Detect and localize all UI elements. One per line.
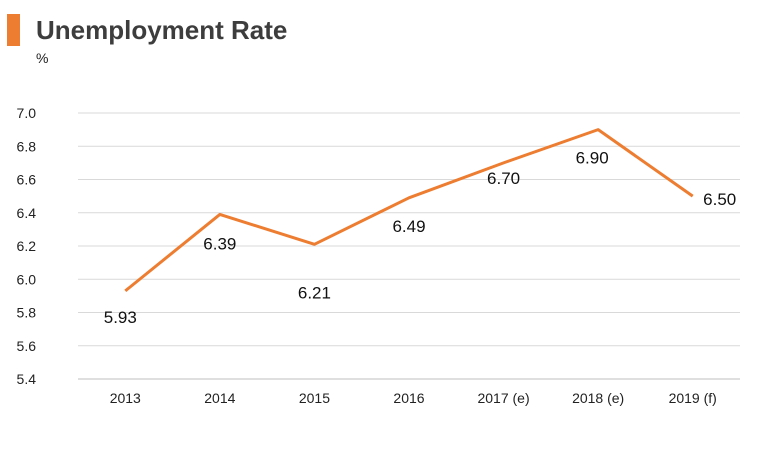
series-lines xyxy=(124,128,694,293)
gridlines xyxy=(78,112,740,347)
x-tick-label: 2016 xyxy=(393,390,424,406)
x-tick-label: 2014 xyxy=(204,390,235,406)
x-tick-label: 2015 xyxy=(299,390,330,406)
x-tick-label: 2013 xyxy=(110,390,141,406)
data-label: 6.21 xyxy=(298,283,331,302)
y-tick-label: 6.4 xyxy=(17,205,37,221)
chart-title: Unemployment Rate xyxy=(36,15,288,45)
y-tick-label: 5.6 xyxy=(17,338,37,354)
x-tick-label: 2019 (f) xyxy=(669,390,717,406)
data-label: 6.39 xyxy=(203,234,236,253)
data-labels: 5.93 6.39 6.21 6.49 6.70 6.90 6.50 xyxy=(104,149,737,327)
unit-label: % xyxy=(36,50,49,66)
x-tick-labels: 2013 2014 2015 2016 2017 (e) 2018 (e) 2019 (f) xyxy=(110,390,717,406)
y-tick-label: 6.6 xyxy=(17,172,37,188)
data-label: 5.93 xyxy=(104,308,137,327)
y-tick-label: 6.0 xyxy=(17,271,37,287)
x-tick-label: 2018 (e) xyxy=(572,390,624,406)
y-tick-label: 7.0 xyxy=(17,105,37,121)
data-label: 6.70 xyxy=(487,169,520,188)
data-label: 6.50 xyxy=(703,190,736,209)
y-tick-label: 5.8 xyxy=(17,305,37,321)
title-accent-bar xyxy=(7,14,20,46)
data-label: 6.90 xyxy=(576,149,609,168)
y-tick-labels: 5.4 5.6 5.8 6.0 6.2 6.4 6.6 6.8 7.0 xyxy=(17,105,37,387)
y-tick-label: 5.4 xyxy=(17,371,37,387)
y-tick-label: 6.8 xyxy=(17,138,37,154)
data-label: 6.49 xyxy=(392,217,425,236)
x-tick-label: 2017 (e) xyxy=(477,390,529,406)
y-tick-label: 6.2 xyxy=(17,238,37,254)
series-line xyxy=(124,128,694,293)
